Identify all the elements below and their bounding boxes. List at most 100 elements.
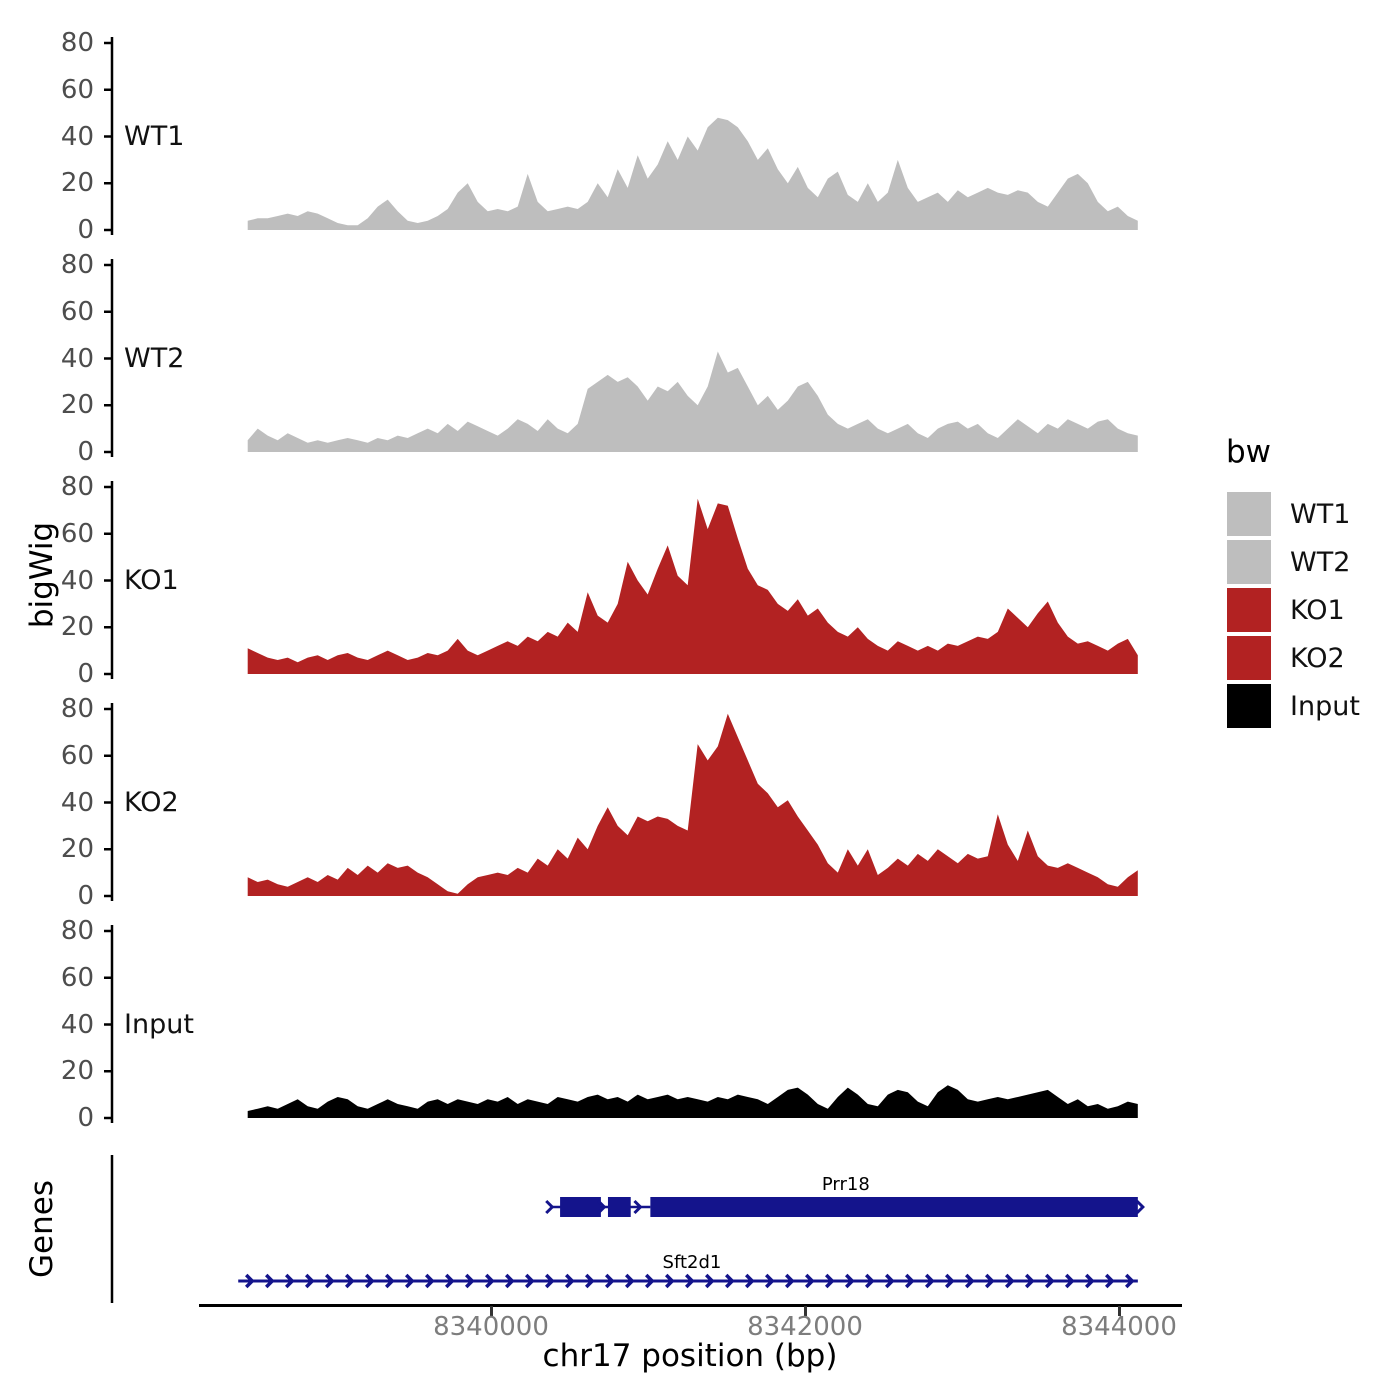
strand-arrow-icon [744,1273,755,1289]
y-tick-label: 60 [60,518,94,549]
strand-arrow-icon [264,1273,275,1289]
x-axis-tick [489,1306,493,1316]
strand-arrow-icon [1044,1273,1055,1289]
x-tick-label: 8342000 [747,1312,863,1342]
legend-label: KO1 [1290,595,1345,626]
legend-swatch-icon [1227,636,1271,680]
coverage-area-input [104,925,1138,1123]
y-tick-label: 80 [60,472,94,502]
strand-arrow-icon [344,1273,355,1289]
y-tick-label: 80 [60,694,94,724]
strand-arrow-icon [704,1273,715,1289]
y-tick-label: 80 [60,28,94,58]
strand-arrow-icon [904,1273,915,1289]
x-axis-line [199,1304,1182,1307]
legend-entry-wt2: WT2 [1226,540,1396,584]
track-panel-input [104,925,1194,1123]
strand-arrow-icon [1135,1199,1145,1215]
legend-swatch-icon [1227,492,1271,536]
track-label-wt2: WT2 [124,342,185,374]
gene-label-prr18: Prr18 [822,1174,870,1195]
strand-arrow-icon [1084,1273,1095,1289]
y-tick-label: 0 [77,1103,94,1133]
strand-arrow-icon [424,1273,435,1289]
strand-arrow-icon [444,1273,455,1289]
strand-arrow-icon [924,1273,935,1289]
track-label-ko2: KO2 [124,786,179,818]
strand-arrow-icon [1124,1273,1135,1289]
coverage-area-ko1 [104,481,1138,679]
strand-arrow-icon [404,1273,415,1289]
legend-entry-ko2: KO2 [1226,636,1396,680]
strand-arrow-icon [484,1273,495,1289]
strand-arrow-icon [633,1199,643,1215]
coverage-polygon-wt1 [247,117,1138,230]
legend-entry-ko1: KO1 [1226,588,1396,632]
coverage-area-ko2 [104,703,1138,901]
legend-entries: WT1 WT2 KO1 KO2 Input [1226,492,1396,742]
legend: bw WT1 WT2 KO1 KO2 Input [1226,434,1396,732]
y-tick-label: 80 [60,250,94,280]
y-tick-label: 60 [60,740,94,771]
y-tick-label: 60 [60,296,94,327]
y-tick-label: 40 [60,1009,94,1040]
strand-arrow-icon [784,1273,795,1289]
track-label-ko1: KO1 [124,564,179,596]
strand-arrow-icon [884,1273,895,1289]
strand-arrow-icon [844,1273,855,1289]
y-tick-label: 60 [60,962,94,993]
coverage-polygon-ko2 [247,713,1138,896]
strand-arrow-icon [804,1273,815,1289]
track-panel-wt1 [104,37,1194,235]
strand-arrow-icon [1104,1273,1115,1289]
strand-arrow-icon [764,1273,775,1289]
strand-arrow-icon [464,1273,475,1289]
track-label-wt1: WT1 [124,120,185,152]
y-tick-label: 0 [77,881,94,911]
strand-arrow-icon [524,1273,535,1289]
x-tick-label: 8340000 [433,1312,549,1342]
coverage-area-wt1 [104,37,1138,235]
strand-arrow-icon [1004,1273,1015,1289]
strand-arrow-icon [544,1273,555,1289]
strand-arrow-icon [824,1273,835,1289]
legend-entry-input: Input [1226,684,1396,728]
legend-label: WT2 [1290,547,1351,578]
y-tick-label: 40 [60,787,94,818]
gene-exon [650,1197,1138,1217]
legend-swatch-icon [1227,588,1271,632]
strand-arrow-icon [1024,1273,1035,1289]
legend-swatch-icon [1227,540,1271,584]
x-axis-label: chr17 position (bp) [542,1338,838,1374]
legend-entry-wt1: WT1 [1226,492,1396,536]
strand-arrow-icon [684,1273,695,1289]
strand-arrow-icon [584,1273,595,1289]
x-axis-tick [803,1306,807,1316]
strand-arrow-icon [384,1273,395,1289]
y-tick-label: 0 [77,215,94,245]
strand-arrow-icon [664,1273,675,1289]
coverage-polygon-wt2 [247,351,1138,452]
track-panel-ko1 [104,481,1194,679]
strand-arrow-icon [944,1273,955,1289]
strand-arrow-icon [964,1273,975,1289]
y-tick-label: 80 [60,916,94,946]
strand-arrow-icon [604,1273,615,1289]
y-tick-label: 20 [60,834,94,865]
y-tick-label: 40 [60,343,94,374]
legend-label: KO2 [1290,643,1345,674]
track-label-input: Input [124,1008,194,1040]
strand-arrow-icon [564,1273,575,1289]
strand-arrow-icon [324,1273,335,1289]
genes-track: Prr18 Sft2d1 [110,1155,1145,1303]
strand-arrow-icon [624,1273,635,1289]
strand-arrow-icon [244,1273,255,1289]
legend-label: WT1 [1290,499,1351,530]
y-tick-label: 20 [60,1056,94,1087]
strand-arrow-icon [504,1273,515,1289]
y-tick-label: 20 [60,168,94,199]
x-tick-label: 8344000 [1061,1312,1177,1342]
track-panel-ko2 [104,703,1194,901]
legend-swatch-icon [1227,684,1271,728]
